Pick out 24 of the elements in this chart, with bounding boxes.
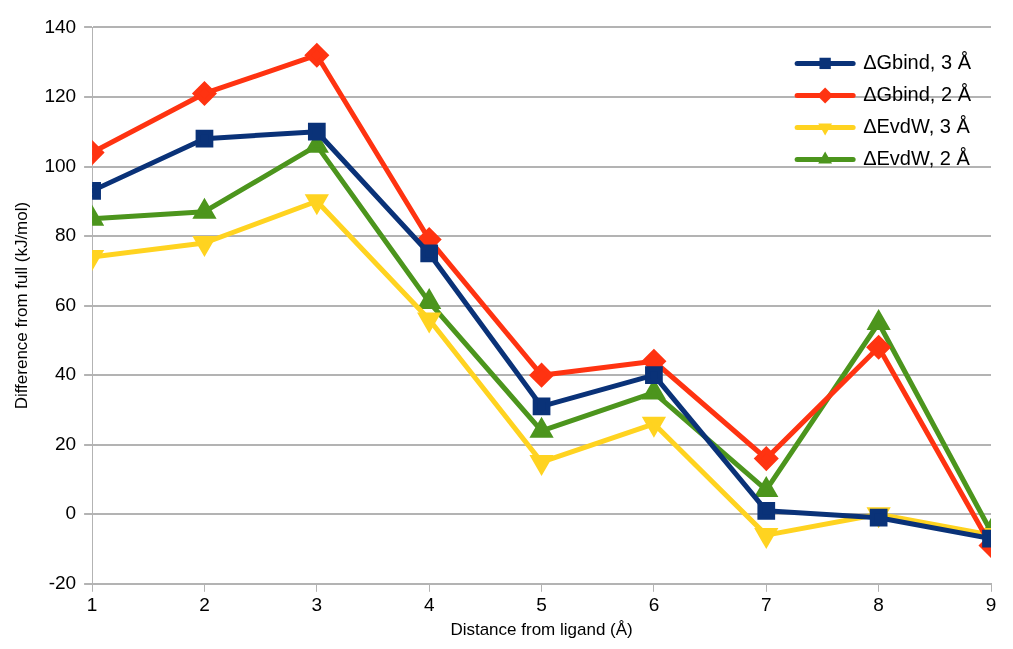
y-tick-label: 100 bbox=[44, 154, 77, 176]
y-tick-label: 20 bbox=[54, 432, 77, 454]
x-tick-label: 8 bbox=[873, 594, 884, 616]
y-tick-label: 40 bbox=[54, 363, 77, 385]
legend-label: ΔEvdW, 3 Å bbox=[863, 114, 971, 137]
legend-label: ΔGbind, 2 Å bbox=[863, 82, 972, 105]
x-tick-label: 5 bbox=[536, 594, 547, 616]
x-tick-label: 7 bbox=[760, 594, 772, 616]
y-axis-title: Difference from full (kJ/mol) bbox=[11, 201, 31, 410]
x-axis-title: Distance from ligand (Å) bbox=[450, 620, 633, 640]
y-tick-label: 120 bbox=[44, 85, 77, 107]
x-tick-label: 6 bbox=[648, 594, 660, 616]
x-tick-label: 1 bbox=[86, 594, 98, 616]
x-tick-label: 9 bbox=[985, 594, 997, 616]
y-tick-label: 140 bbox=[44, 15, 77, 37]
x-tick-label: 4 bbox=[423, 594, 435, 616]
y-tick-label: 60 bbox=[54, 293, 77, 315]
legend-label: ΔEvdW, 2 Å bbox=[863, 146, 971, 169]
x-tick-label: 2 bbox=[199, 594, 210, 616]
legend-label: ΔGbind, 3 Å bbox=[863, 50, 972, 73]
x-tick-label: 3 bbox=[311, 594, 323, 616]
y-tick-label: 80 bbox=[54, 224, 77, 246]
y-tick-label: -20 bbox=[48, 572, 77, 594]
y-tick-label: 0 bbox=[65, 502, 77, 524]
